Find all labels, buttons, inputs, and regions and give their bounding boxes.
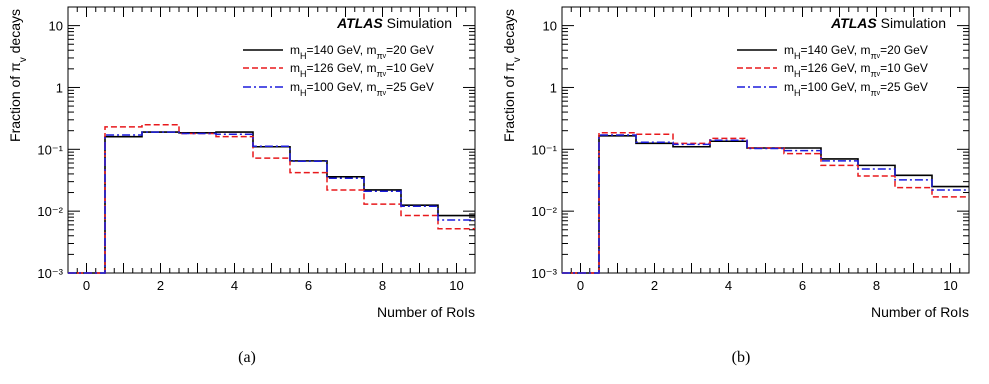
series-line-2: [68, 123, 475, 274]
legend-entry-3: mH=100 GeV, mπv=25 GeV: [290, 80, 434, 98]
chart-panel-b: 0 2 4 6 8 10 10⁻³ 10⁻² 10⁻¹ 1 10 Number of RoIs Frac…: [494, 0, 988, 379]
y-tick-label: 10⁻¹: [37, 142, 63, 157]
x-tick-label: 4: [231, 278, 238, 293]
chart-panel-a: 0 2 4 6 8 10 10⁻³ 10⁻² 10⁻¹ 1 10 Number of RoIs Frac…: [0, 0, 494, 379]
y-tick-label: 10⁻²: [37, 204, 63, 219]
series-line-3: [68, 131, 475, 274]
x-tick-label: 0: [577, 278, 584, 293]
y-tick-label: 10: [49, 19, 63, 34]
y-tick-label: 10⁻³: [37, 266, 63, 281]
y-tick-label: 10⁻³: [531, 266, 557, 281]
series-line-1: [562, 135, 969, 274]
x-tick-label: 6: [799, 278, 806, 293]
y-tick-label: 10⁻²: [531, 204, 557, 219]
panel-label: (a): [238, 349, 256, 366]
x-tick-label: 6: [305, 278, 312, 293]
x-tick-label: 10: [449, 278, 463, 293]
x-tick-label: 8: [873, 278, 880, 293]
legend-entry-1: mH=140 GeV, mπv=20 GeV: [290, 43, 434, 61]
x-tick-label: 0: [83, 278, 90, 293]
y-axis-label: Fraction of πv decays: [7, 9, 29, 142]
x-axis-label: Number of RoIs: [377, 304, 475, 320]
series-line-1: [68, 131, 475, 274]
x-tick-label: 2: [651, 278, 658, 293]
x-tick-label: 8: [379, 278, 386, 293]
legend-entry-1: mH=140 GeV, mπv=20 GeV: [784, 43, 928, 61]
legend-entry-3: mH=100 GeV, mπv=25 GeV: [784, 80, 928, 98]
series-line-2: [562, 132, 969, 274]
x-axis-label: Number of RoIs: [871, 304, 969, 320]
x-tick-label: 2: [157, 278, 164, 293]
legend-entry-2: mH=126 GeV, mπv=10 GeV: [290, 61, 434, 79]
y-tick-label: 1: [56, 80, 63, 95]
y-axis-label: Fraction of πv decays: [501, 9, 523, 142]
series-line-3: [562, 134, 969, 274]
y-tick-label: 1: [550, 80, 557, 95]
atlas-label: ATLAS Simulation: [336, 15, 452, 31]
atlas-label: ATLAS Simulation: [830, 15, 946, 31]
x-tick-label: 10: [943, 278, 957, 293]
x-tick-label: 4: [725, 278, 732, 293]
y-tick-label: 10: [543, 19, 557, 34]
histogram-a: 0 2 4 6 8 10 10⁻³ 10⁻² 10⁻¹ 1 10 Number of RoIs Frac…: [7, 6, 476, 366]
legend-entry-2: mH=126 GeV, mπv=10 GeV: [784, 61, 928, 79]
y-tick-label: 10⁻¹: [531, 142, 557, 157]
histogram-b: 0 2 4 6 8 10 10⁻³ 10⁻² 10⁻¹ 1 10 Number of RoIs Frac…: [501, 6, 970, 366]
panel-label: (b): [732, 349, 751, 366]
